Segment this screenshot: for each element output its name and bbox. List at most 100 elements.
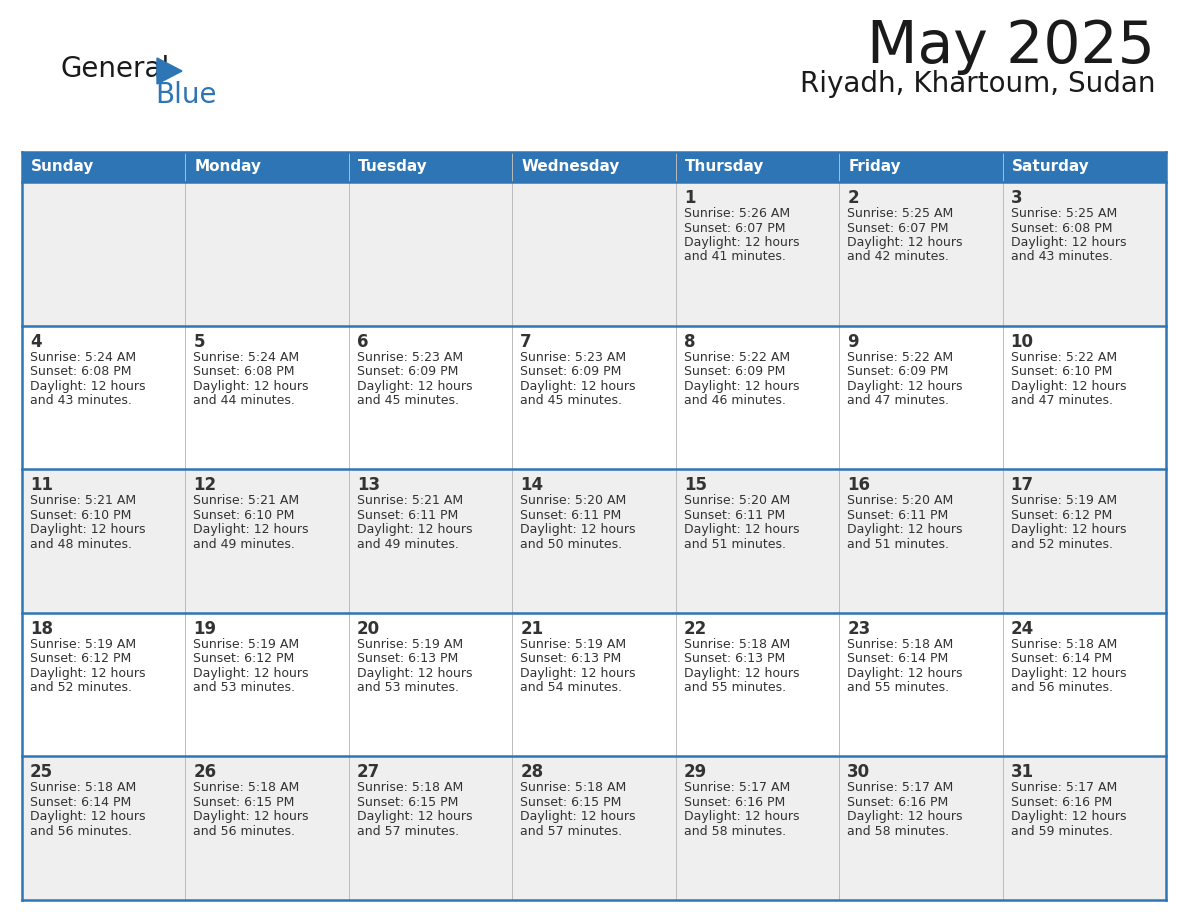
Text: 19: 19 <box>194 620 216 638</box>
Text: and 48 minutes.: and 48 minutes. <box>30 538 132 551</box>
Text: and 49 minutes.: and 49 minutes. <box>194 538 296 551</box>
Text: and 55 minutes.: and 55 minutes. <box>847 681 949 694</box>
Text: Daylight: 12 hours: Daylight: 12 hours <box>30 380 145 393</box>
Text: Sunset: 6:15 PM: Sunset: 6:15 PM <box>520 796 621 809</box>
Text: and 41 minutes.: and 41 minutes. <box>684 251 785 263</box>
Text: Sunrise: 5:17 AM: Sunrise: 5:17 AM <box>847 781 954 794</box>
Bar <box>23 182 1165 326</box>
Text: Daylight: 12 hours: Daylight: 12 hours <box>684 811 800 823</box>
Text: Sunrise: 5:19 AM: Sunrise: 5:19 AM <box>520 638 626 651</box>
Text: and 53 minutes.: and 53 minutes. <box>356 681 459 694</box>
Text: and 50 minutes.: and 50 minutes. <box>520 538 623 551</box>
Text: 20: 20 <box>356 620 380 638</box>
Text: May 2025: May 2025 <box>867 18 1155 75</box>
Text: and 53 minutes.: and 53 minutes. <box>194 681 296 694</box>
Text: Sunset: 6:09 PM: Sunset: 6:09 PM <box>356 365 459 378</box>
Text: Sunrise: 5:25 AM: Sunrise: 5:25 AM <box>847 207 954 220</box>
Text: Sunrise: 5:23 AM: Sunrise: 5:23 AM <box>356 351 463 364</box>
Text: Daylight: 12 hours: Daylight: 12 hours <box>30 523 145 536</box>
Text: and 42 minutes.: and 42 minutes. <box>847 251 949 263</box>
Text: Daylight: 12 hours: Daylight: 12 hours <box>194 666 309 680</box>
Text: Sunrise: 5:19 AM: Sunrise: 5:19 AM <box>1011 494 1117 508</box>
Text: Saturday: Saturday <box>1011 160 1089 174</box>
Text: Friday: Friday <box>848 160 901 174</box>
Text: 25: 25 <box>30 764 53 781</box>
Text: and 52 minutes.: and 52 minutes. <box>1011 538 1113 551</box>
Text: Sunset: 6:16 PM: Sunset: 6:16 PM <box>847 796 948 809</box>
Text: General: General <box>61 55 169 83</box>
Text: Sunrise: 5:23 AM: Sunrise: 5:23 AM <box>520 351 626 364</box>
Text: and 47 minutes.: and 47 minutes. <box>847 394 949 407</box>
Text: 16: 16 <box>847 476 870 494</box>
Text: Sunset: 6:09 PM: Sunset: 6:09 PM <box>847 365 948 378</box>
Text: 24: 24 <box>1011 620 1034 638</box>
Text: and 59 minutes.: and 59 minutes. <box>1011 825 1113 838</box>
Text: Daylight: 12 hours: Daylight: 12 hours <box>356 666 473 680</box>
Text: and 55 minutes.: and 55 minutes. <box>684 681 785 694</box>
Text: Sunrise: 5:18 AM: Sunrise: 5:18 AM <box>684 638 790 651</box>
Text: and 47 minutes.: and 47 minutes. <box>1011 394 1113 407</box>
Text: Sunrise: 5:18 AM: Sunrise: 5:18 AM <box>356 781 463 794</box>
Text: and 56 minutes.: and 56 minutes. <box>194 825 296 838</box>
Text: 14: 14 <box>520 476 543 494</box>
Text: 7: 7 <box>520 332 532 351</box>
Text: Sunrise: 5:20 AM: Sunrise: 5:20 AM <box>520 494 626 508</box>
Text: and 51 minutes.: and 51 minutes. <box>684 538 785 551</box>
Text: Sunset: 6:12 PM: Sunset: 6:12 PM <box>194 653 295 666</box>
Text: Daylight: 12 hours: Daylight: 12 hours <box>847 380 962 393</box>
Text: Daylight: 12 hours: Daylight: 12 hours <box>520 666 636 680</box>
Text: Daylight: 12 hours: Daylight: 12 hours <box>684 380 800 393</box>
Text: Daylight: 12 hours: Daylight: 12 hours <box>520 523 636 536</box>
Text: 29: 29 <box>684 764 707 781</box>
Text: and 56 minutes.: and 56 minutes. <box>30 825 132 838</box>
Text: Sunrise: 5:18 AM: Sunrise: 5:18 AM <box>847 638 954 651</box>
Text: Monday: Monday <box>195 160 261 174</box>
Text: 2: 2 <box>847 189 859 207</box>
Text: and 45 minutes.: and 45 minutes. <box>520 394 623 407</box>
Text: Sunrise: 5:18 AM: Sunrise: 5:18 AM <box>194 781 299 794</box>
Text: and 57 minutes.: and 57 minutes. <box>356 825 459 838</box>
Bar <box>23 152 1165 182</box>
Text: Daylight: 12 hours: Daylight: 12 hours <box>1011 811 1126 823</box>
Text: and 54 minutes.: and 54 minutes. <box>520 681 623 694</box>
Text: 12: 12 <box>194 476 216 494</box>
Text: Sunset: 6:10 PM: Sunset: 6:10 PM <box>1011 365 1112 378</box>
Text: 18: 18 <box>30 620 53 638</box>
Text: Daylight: 12 hours: Daylight: 12 hours <box>194 811 309 823</box>
Text: Sunday: Sunday <box>31 160 94 174</box>
Text: Daylight: 12 hours: Daylight: 12 hours <box>356 811 473 823</box>
Text: Blue: Blue <box>154 81 216 109</box>
Text: Sunset: 6:09 PM: Sunset: 6:09 PM <box>520 365 621 378</box>
Text: Sunset: 6:15 PM: Sunset: 6:15 PM <box>194 796 295 809</box>
Text: 28: 28 <box>520 764 543 781</box>
Text: Sunrise: 5:24 AM: Sunrise: 5:24 AM <box>30 351 137 364</box>
Text: Sunset: 6:15 PM: Sunset: 6:15 PM <box>356 796 459 809</box>
Text: and 43 minutes.: and 43 minutes. <box>1011 251 1112 263</box>
Text: Daylight: 12 hours: Daylight: 12 hours <box>847 811 962 823</box>
Text: Daylight: 12 hours: Daylight: 12 hours <box>1011 380 1126 393</box>
Bar <box>23 469 1165 613</box>
Text: Sunrise: 5:19 AM: Sunrise: 5:19 AM <box>356 638 463 651</box>
Text: Daylight: 12 hours: Daylight: 12 hours <box>356 523 473 536</box>
Text: Daylight: 12 hours: Daylight: 12 hours <box>847 236 962 249</box>
Text: Sunset: 6:13 PM: Sunset: 6:13 PM <box>684 653 785 666</box>
Text: 11: 11 <box>30 476 53 494</box>
Text: and 49 minutes.: and 49 minutes. <box>356 538 459 551</box>
Text: 13: 13 <box>356 476 380 494</box>
Text: Sunrise: 5:22 AM: Sunrise: 5:22 AM <box>1011 351 1117 364</box>
Text: Sunrise: 5:17 AM: Sunrise: 5:17 AM <box>684 781 790 794</box>
Text: Sunrise: 5:21 AM: Sunrise: 5:21 AM <box>194 494 299 508</box>
Text: Daylight: 12 hours: Daylight: 12 hours <box>684 523 800 536</box>
Text: and 57 minutes.: and 57 minutes. <box>520 825 623 838</box>
Text: Sunrise: 5:18 AM: Sunrise: 5:18 AM <box>1011 638 1117 651</box>
Text: and 51 minutes.: and 51 minutes. <box>847 538 949 551</box>
Text: Sunset: 6:12 PM: Sunset: 6:12 PM <box>30 653 131 666</box>
Text: Sunrise: 5:26 AM: Sunrise: 5:26 AM <box>684 207 790 220</box>
Text: 26: 26 <box>194 764 216 781</box>
Text: Daylight: 12 hours: Daylight: 12 hours <box>1011 523 1126 536</box>
Text: Sunset: 6:13 PM: Sunset: 6:13 PM <box>520 653 621 666</box>
Text: Sunset: 6:11 PM: Sunset: 6:11 PM <box>520 509 621 521</box>
Text: 9: 9 <box>847 332 859 351</box>
Text: Sunrise: 5:18 AM: Sunrise: 5:18 AM <box>520 781 626 794</box>
Text: Daylight: 12 hours: Daylight: 12 hours <box>356 380 473 393</box>
